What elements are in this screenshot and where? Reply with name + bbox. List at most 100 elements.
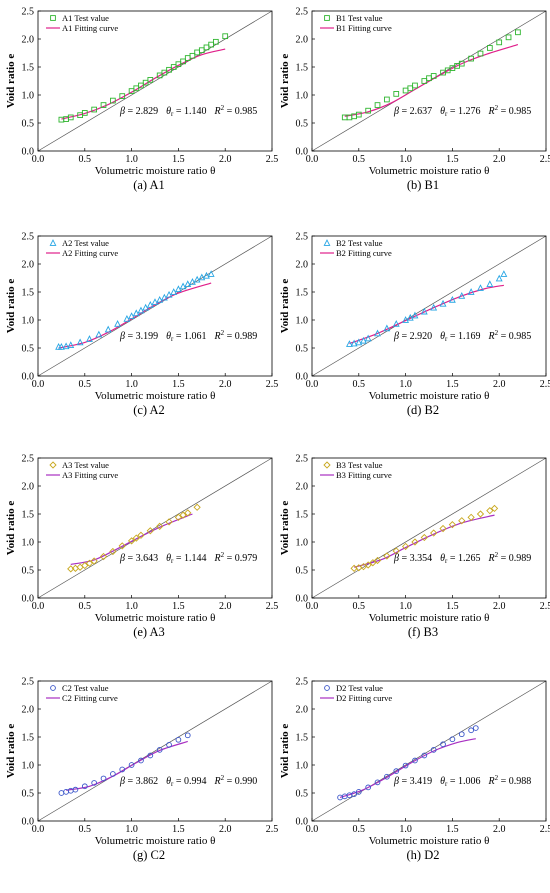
y-tick-label: 1.5	[22, 733, 35, 744]
y-tick-label: 1.5	[296, 510, 309, 521]
theta-r-value: 1.006	[458, 776, 481, 787]
test-value-point	[486, 45, 493, 51]
test-value-point	[439, 524, 447, 533]
test-value-point	[350, 339, 358, 347]
beta-value: 3.643	[136, 553, 159, 564]
test-value-point	[147, 752, 154, 759]
chart-panel-3: 0.0 0.5 1.0 1.5 2.0 2.5 0.0 0.5 1.0 1.5 2.0 2.5 Volu…	[5, 232, 278, 418]
beta-value: 3.354	[410, 553, 433, 564]
y-tick-label: 1.0	[22, 761, 35, 772]
theta-r-value: 1.265	[458, 553, 481, 564]
test-value-point	[449, 736, 456, 743]
fitting-curve	[349, 284, 504, 345]
test-value-point	[203, 271, 210, 279]
test-value-point	[165, 518, 173, 526]
fit-parameters: β = 2.920 θr = 1.169 R2 = 0.985	[393, 329, 531, 343]
y-axis-label: Void ratio e	[279, 501, 291, 556]
x-tick-label: 2.0	[493, 379, 506, 390]
x-tick-label: 1.5	[446, 824, 459, 835]
x-tick-label: 2.5	[540, 154, 550, 165]
x-tick-label: 1.0	[399, 824, 412, 835]
test-value-point	[383, 324, 391, 332]
y-tick-label: 2.0	[22, 260, 35, 271]
test-value-point	[179, 511, 187, 519]
test-value-point	[411, 538, 419, 546]
legend-label-test: A1 Test value	[62, 13, 109, 23]
test-value-point	[193, 275, 201, 283]
test-value-point	[477, 50, 484, 57]
test-value-point	[430, 529, 438, 537]
legend-marker	[50, 15, 56, 21]
test-value-point	[420, 533, 428, 542]
test-value-point	[170, 288, 178, 295]
legend-marker	[49, 239, 57, 246]
fit-parameters: β = 2.829 θr = 1.140 R2 = 0.985	[119, 104, 257, 118]
test-value-point	[119, 93, 126, 99]
test-value-point	[468, 55, 474, 62]
test-value-point	[138, 757, 144, 764]
theta-r-value: 1.169	[458, 331, 481, 342]
y-tick-label: 2.0	[296, 35, 309, 46]
fit-parameters: β = 3.643 θr = 1.144 R2 = 0.979	[119, 551, 257, 565]
test-value-point	[383, 552, 391, 560]
x-axis-label: Volumetric moisture ratio θ	[369, 612, 490, 624]
test-value-point	[110, 97, 116, 104]
reference-line	[37, 680, 273, 822]
test-value-point	[392, 547, 400, 555]
y-axis-label: Void ratio e	[5, 724, 17, 779]
x-tick-label: 0.5	[353, 379, 366, 390]
theta-r-value: 1.144	[184, 553, 207, 564]
test-value-point	[402, 316, 410, 323]
x-tick-label: 1.5	[172, 379, 185, 390]
y-tick-label: 1.0	[22, 91, 35, 102]
x-tick-label: 0.0	[306, 154, 319, 165]
r2-value: 0.990	[235, 776, 258, 787]
y-tick-label: 0.5	[22, 344, 35, 355]
x-axis-label: Volumetric moisture ratio θ	[369, 835, 490, 847]
y-tick-label: 0.0	[22, 594, 35, 605]
y-axis-label: Void ratio e	[279, 54, 291, 109]
chart-panel-2: 0.0 0.5 1.0 1.5 2.0 2.5 0.0 0.5 1.0 1.5 2.0 2.5 Volu…	[279, 7, 550, 193]
legend-label-test: C2 Test value	[62, 683, 109, 693]
test-value-point	[180, 58, 186, 65]
x-tick-label: 1.5	[446, 601, 459, 612]
test-value-point	[72, 786, 79, 793]
test-value-point	[95, 330, 103, 338]
y-tick-label: 0.0	[22, 147, 35, 158]
plot-frame	[311, 235, 547, 377]
x-tick-label: 2.0	[493, 154, 506, 165]
x-axis-label: Volumetric moisture ratio θ	[95, 612, 216, 624]
test-value-point	[193, 503, 201, 511]
legend-label-fit: A2 Fitting curve	[62, 248, 118, 258]
x-tick-label: 1.5	[446, 379, 459, 390]
x-tick-label: 2.5	[540, 601, 550, 612]
legend-label-test: A2 Test value	[62, 238, 109, 248]
y-tick-label: 2.0	[296, 260, 309, 271]
test-value-point	[86, 335, 93, 342]
test-value-point	[458, 517, 466, 525]
panel-caption: (e) A3	[133, 625, 165, 639]
test-value-point	[369, 559, 377, 567]
legend-label-fit: C2 Fitting curve	[62, 693, 118, 703]
test-value-point	[515, 29, 521, 36]
test-value-point	[505, 34, 512, 41]
test-value-point	[207, 270, 215, 277]
legend-label-fit: B1 Fitting curve	[336, 23, 392, 33]
x-tick-label: 1.0	[399, 379, 412, 390]
x-tick-label: 2.5	[266, 824, 279, 835]
legend-label-fit: B3 Fitting curve	[336, 470, 392, 480]
x-tick-label: 0.5	[353, 824, 366, 835]
legend-label-test: B3 Test value	[336, 460, 383, 470]
x-tick-label: 1.5	[172, 154, 185, 165]
legend-marker	[324, 15, 330, 21]
test-value-point	[174, 285, 182, 293]
panel-caption: (a) A1	[133, 178, 165, 192]
test-value-point	[364, 561, 372, 569]
y-tick-label: 0.5	[296, 119, 309, 130]
r2-value: 0.985	[235, 106, 258, 117]
test-value-point	[406, 313, 414, 321]
chart-panel-7: 0.0 0.5 1.0 1.5 2.0 2.5 0.0 0.5 1.0 1.5 2.0 2.5 Volu…	[5, 677, 278, 863]
legend-label-fit: B2 Fitting curve	[336, 248, 392, 258]
x-tick-label: 1.5	[172, 601, 185, 612]
